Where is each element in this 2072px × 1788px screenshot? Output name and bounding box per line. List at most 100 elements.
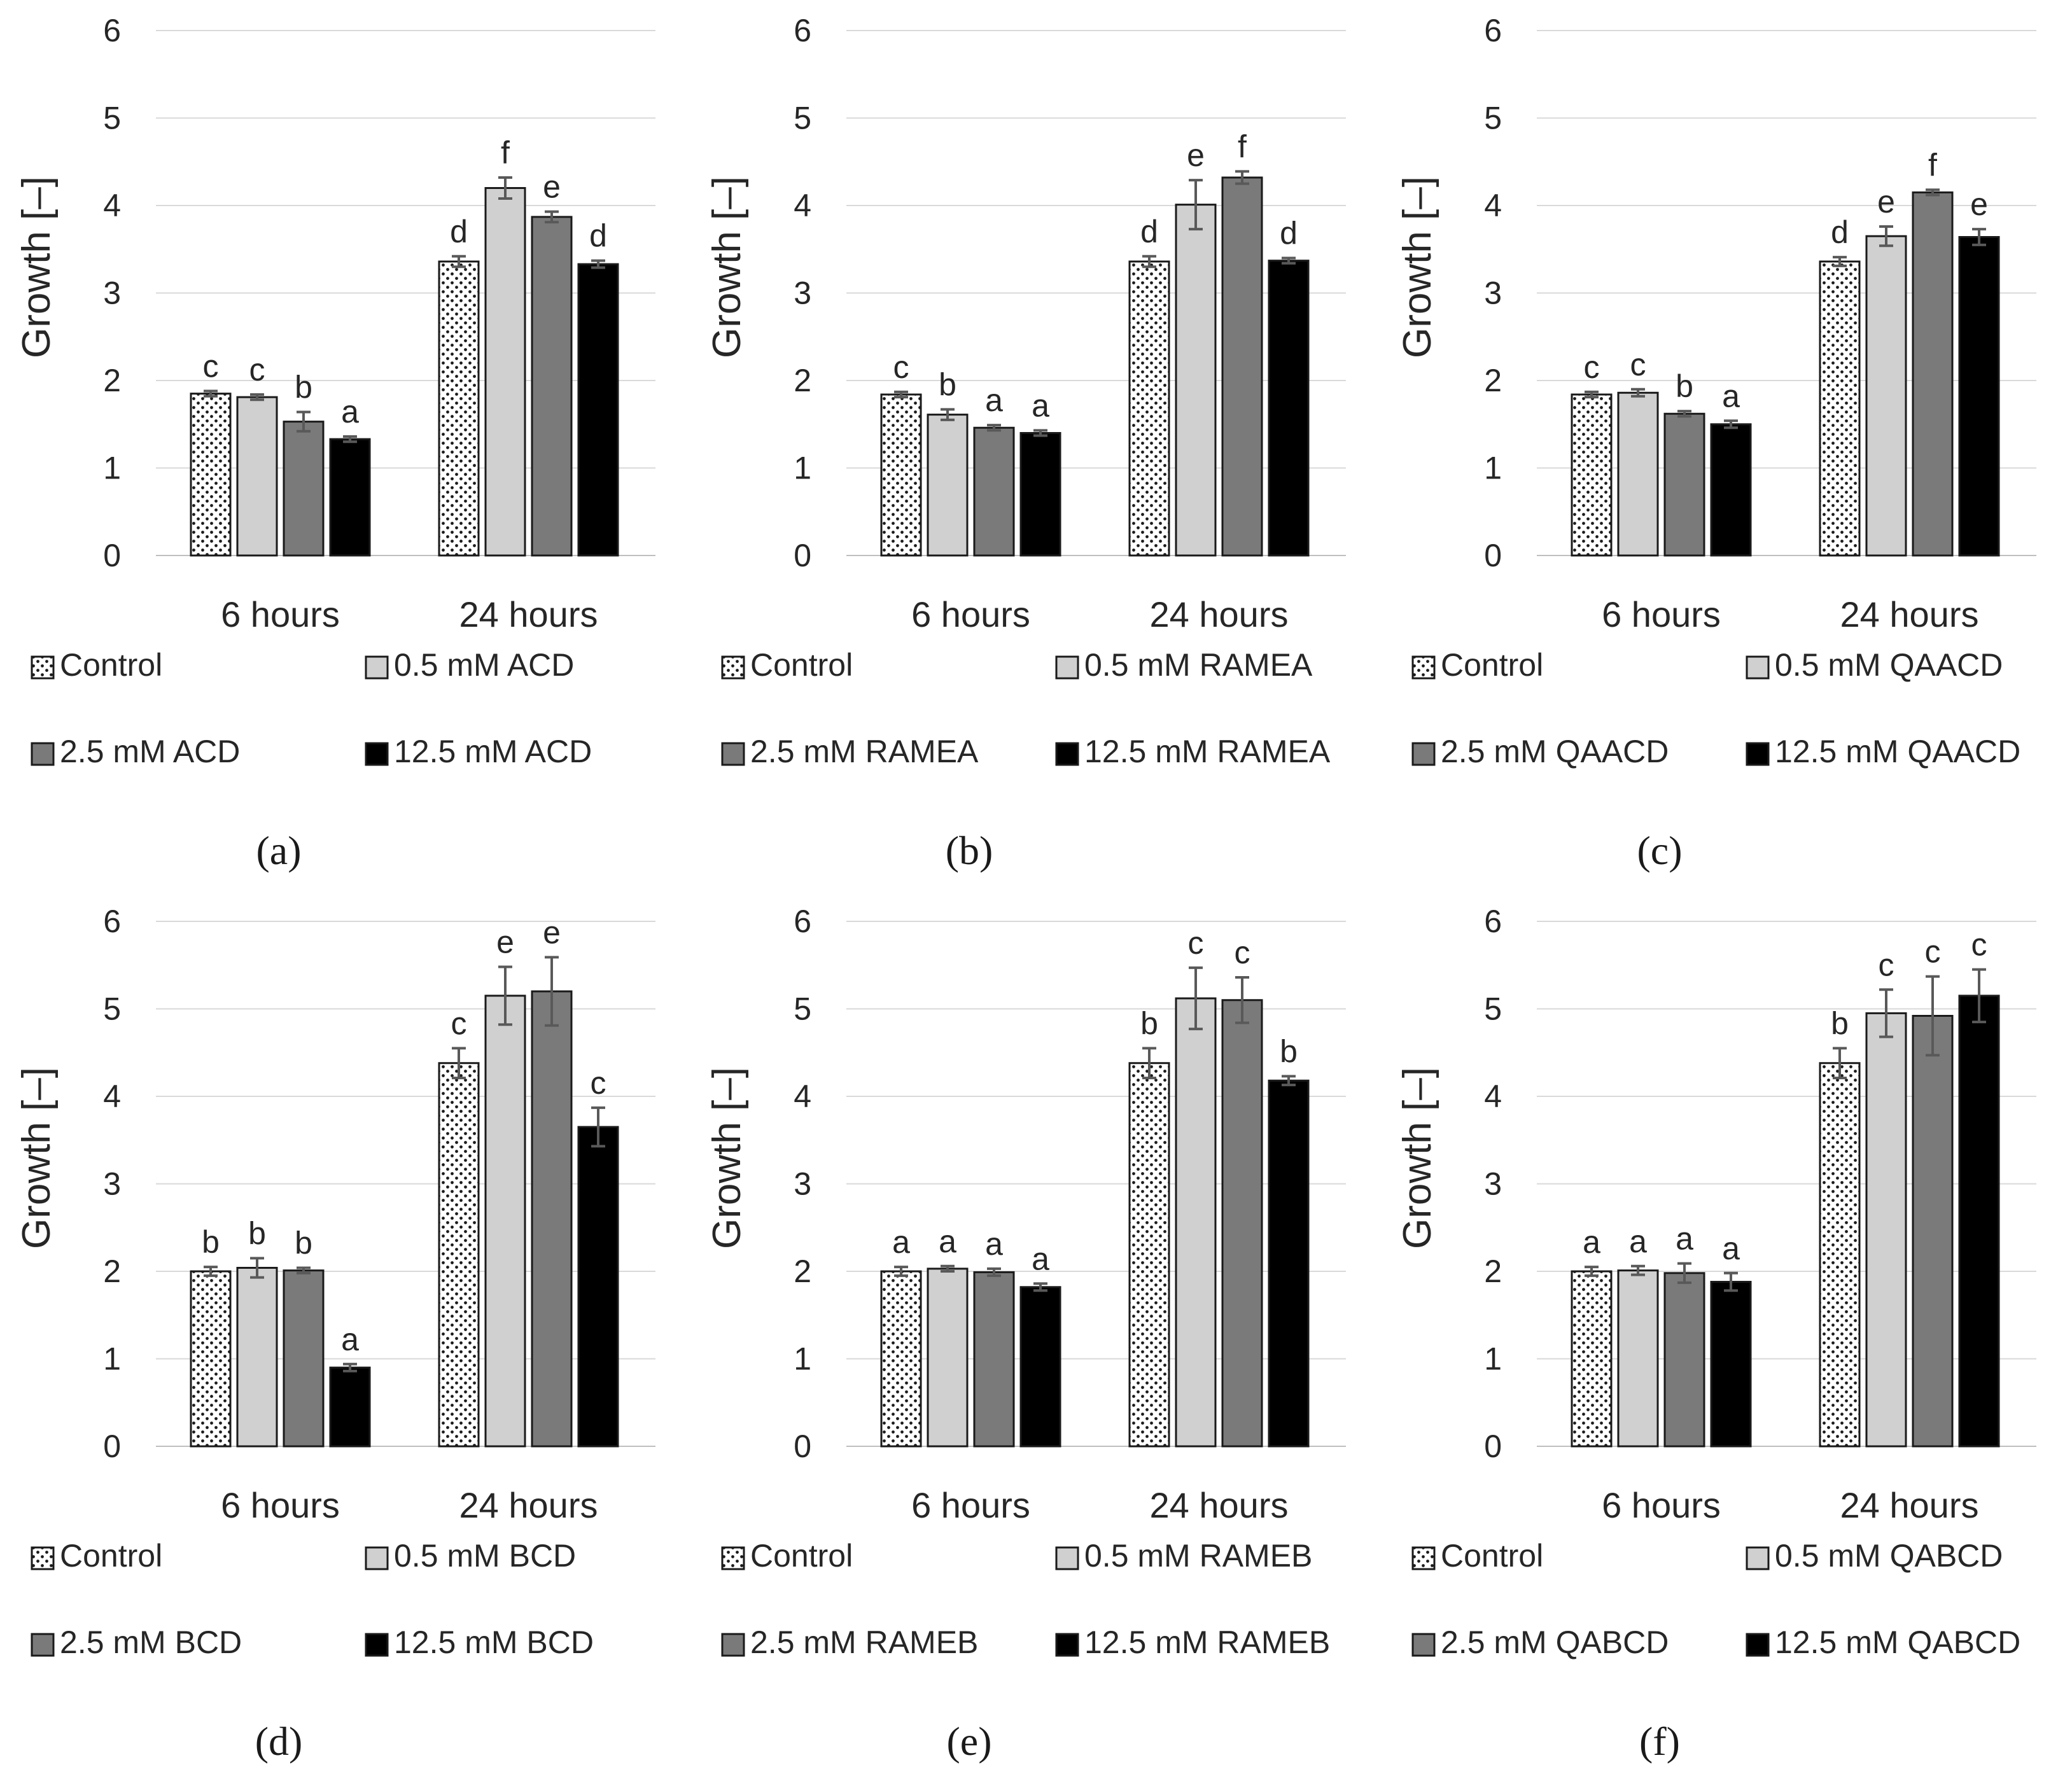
legend-label: 0.5 mM QAACD [1775,647,2003,683]
significance-letter: c [451,1005,467,1041]
y-tick-label: 4 [794,1079,811,1114]
legend-label: 0.5 mM RAMEA [1084,647,1313,683]
bar [1865,235,1907,557]
legend-swatch [721,1633,745,1657]
bar [577,263,619,557]
error-bar [1189,179,1203,231]
significance-letter: a [985,1226,1003,1262]
significance-letter: a [1032,1241,1049,1276]
bar [1663,1272,1705,1448]
error-bar [1833,256,1847,267]
legend-label: 12.5 mM ACD [394,734,592,769]
bar [880,393,922,557]
error-bar [1235,976,1249,1024]
bar [531,990,573,1448]
y-tick-label: 0 [103,538,121,573]
bar [973,426,1015,557]
significance-letter: e [1187,137,1205,173]
x-category-label: 24 hours [1150,1485,1289,1525]
y-tick-label: 3 [794,1166,811,1202]
x-category-label: 6 hours [1602,594,1721,634]
legend-label: 0.5 mM BCD [394,1538,576,1574]
y-axis-label: Growth [–] [1396,1067,1439,1249]
significance-letter: e [543,914,561,950]
error-bar [941,408,955,421]
bar [1617,391,1659,557]
legend-label: 2.5 mM BCD [60,1624,242,1660]
significance-letter: f [501,135,510,171]
y-tick-label: 0 [1484,538,1502,573]
y-tick-label: 6 [794,13,811,48]
y-tick-label: 0 [794,538,811,573]
bar [1571,1270,1613,1448]
y-tick-label: 4 [1484,188,1502,223]
x-category-label: 6 hours [911,594,1030,634]
bar [1819,1062,1861,1448]
bar [1617,1269,1659,1448]
y-axis-label: Growth [–] [15,1067,59,1249]
error-bar [297,1266,311,1275]
error-bar [591,259,605,269]
legend-label: 0.5 mM ACD [394,647,574,683]
significance-letter: c [249,352,265,388]
chart-panel: 0 1 2 3 4 5 6 Growth [–] b c b e b e a c 6 hours 24 hours… [15,904,655,1764]
bar [438,1062,480,1448]
significance-letter: e [543,169,561,205]
error-bar [1677,1262,1691,1284]
significance-letter: a [892,1224,910,1260]
bar [1175,997,1217,1448]
significance-letter: f [1928,147,1937,183]
bar [927,414,969,557]
error-bar [1972,228,1986,246]
x-category-label: 24 hours [1150,594,1289,634]
significance-letter: c [1630,347,1646,382]
significance-letter: b [202,1224,220,1260]
significance-letter: a [1676,1221,1693,1257]
bar [1019,1286,1061,1448]
legend-label: 2.5 mM ACD [60,734,240,769]
significance-letter: e [496,925,514,960]
error-bar [894,1266,908,1277]
significance-letter: e [1970,186,1988,222]
error-bar [204,1266,218,1277]
error-bar [941,1264,955,1273]
error-bar [343,435,357,444]
y-tick-label: 5 [1484,101,1502,136]
bar [329,1366,371,1448]
y-tick-label: 0 [1484,1428,1502,1464]
x-category-label: 6 hours [221,1485,340,1525]
significance-letter: c [1188,925,1204,961]
legend-label: 12.5 mM RAMEB [1084,1624,1330,1660]
significance-letter: a [1722,378,1740,414]
error-bar [1282,1075,1296,1087]
chart-panel: 0 1 2 3 4 5 6 Growth [–] a b a c a c a b 6 hours 24 hours… [705,904,1346,1764]
significance-letter: f [1238,129,1247,164]
bar [438,260,480,557]
chart-panel: 0 1 2 3 4 5 6 Growth [–] a b a c a c a c 6 hours 24 hours… [1396,904,2036,1764]
error-bar [1833,1047,1847,1080]
legend-swatch [1411,1633,1436,1657]
error-bar [1142,255,1156,269]
significance-letter: b [1280,1033,1298,1069]
significance-letter: e [1877,184,1895,220]
legend-label: Control [750,1538,853,1574]
error-bar [1879,988,1893,1038]
y-tick-label: 3 [1484,276,1502,311]
legend-swatch [31,742,55,766]
y-tick-label: 0 [103,1428,121,1464]
bar [190,393,232,557]
panel-label: (f) [1639,1719,1680,1764]
error-bar [987,424,1001,432]
significance-letter: b [1676,368,1693,404]
significance-letter: c [591,1065,606,1101]
bar [190,1270,232,1448]
y-tick-label: 1 [103,450,121,486]
error-bar [545,956,559,1027]
legend-swatch [1411,742,1436,766]
y-tick-label: 6 [103,13,121,48]
legend-swatch [1746,1633,1770,1657]
y-tick-label: 4 [794,188,811,223]
y-tick-label: 5 [794,101,811,136]
significance-letter: b [1140,1005,1158,1041]
significance-letter: b [1831,1005,1849,1041]
